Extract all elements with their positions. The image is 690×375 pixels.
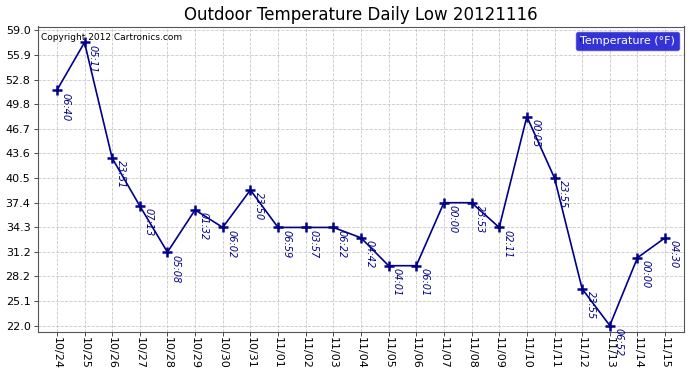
Text: 01:32: 01:32: [199, 212, 208, 240]
Text: Copyright 2012 Cartronics.com: Copyright 2012 Cartronics.com: [41, 33, 182, 42]
Text: 06:02: 06:02: [226, 230, 236, 258]
Text: 04:42: 04:42: [364, 240, 374, 268]
Text: 00:00: 00:00: [447, 205, 457, 233]
Title: Outdoor Temperature Daily Low 20121116: Outdoor Temperature Daily Low 20121116: [184, 6, 538, 24]
Text: 03:57: 03:57: [309, 230, 319, 258]
Text: 06:01: 06:01: [420, 268, 430, 296]
Legend: Temperature (°F): Temperature (°F): [576, 32, 679, 50]
Text: 06:52: 06:52: [613, 328, 623, 356]
Text: 05:08: 05:08: [170, 255, 181, 283]
Text: 04:01: 04:01: [392, 268, 402, 296]
Text: 04:30: 04:30: [669, 240, 678, 268]
Text: 23:50: 23:50: [254, 192, 264, 220]
Text: 23:51: 23:51: [115, 160, 126, 189]
Text: 23:53: 23:53: [475, 205, 485, 233]
Text: 06:59: 06:59: [282, 230, 291, 258]
Text: 06:22: 06:22: [337, 230, 346, 258]
Text: 07:13: 07:13: [143, 208, 153, 237]
Text: 00:00: 00:00: [641, 260, 651, 288]
Text: 02:11: 02:11: [502, 230, 513, 258]
Text: 05:11: 05:11: [88, 45, 98, 73]
Text: 23:55: 23:55: [558, 180, 568, 209]
Text: 23:55: 23:55: [586, 291, 595, 320]
Text: 00:05: 00:05: [530, 119, 540, 147]
Text: 06:40: 06:40: [60, 93, 70, 121]
